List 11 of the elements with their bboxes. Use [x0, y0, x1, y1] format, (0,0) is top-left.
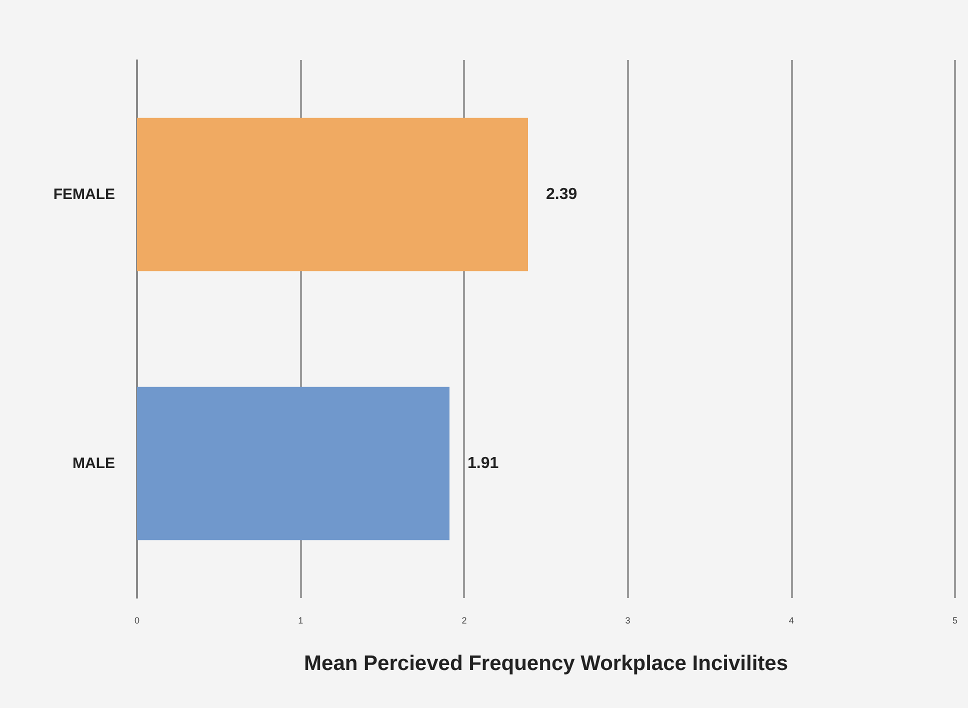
- x-axis-title: Mean Percieved Frequency Workplace Incivilites: [304, 652, 788, 675]
- x-tick-label: 5: [952, 616, 958, 626]
- data-label: 2.39: [546, 186, 578, 203]
- x-tick-label: 2: [462, 616, 467, 626]
- x-tick-label: 3: [625, 616, 630, 626]
- y-tick-label: MALE: [72, 455, 115, 472]
- y-tick-label: FEMALE: [53, 186, 115, 203]
- x-tick-label: 1: [298, 616, 304, 626]
- x-tick-label: 4: [788, 616, 794, 626]
- x-tick-label: 0: [134, 616, 140, 626]
- data-label: 1.91: [467, 455, 499, 472]
